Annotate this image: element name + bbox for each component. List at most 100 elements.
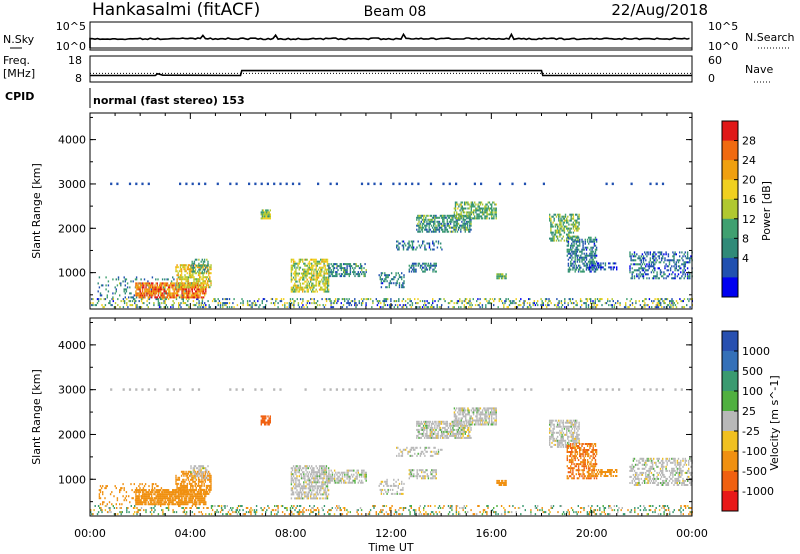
range-gate-cell (202, 288, 205, 291)
range-gate-cell (660, 271, 663, 274)
range-gate-cell (592, 240, 594, 243)
range-gate-cell (122, 280, 124, 283)
range-gate-cell (560, 221, 562, 224)
range-gate-cell (295, 272, 297, 275)
range-gate-cell (417, 216, 419, 219)
range-gate-cell (446, 220, 448, 223)
range-gate-cell (463, 211, 466, 214)
range-gate-cell (451, 505, 453, 507)
range-gate-cell (444, 300, 446, 303)
range-gate-cell (591, 264, 593, 267)
range-gate-cell (302, 288, 304, 291)
range-gate-cell (688, 277, 690, 280)
range-gate-cell (655, 182, 658, 186)
range-gate-cell (533, 302, 535, 305)
range-gate-cell (123, 489, 125, 492)
range-gate-cell (151, 483, 154, 486)
range-gate-cell (454, 216, 456, 219)
range-gate-cell (317, 268, 320, 271)
range-gate-cell (460, 201, 462, 204)
range-gate-cell (467, 211, 469, 214)
range-gate-cell (323, 505, 326, 507)
range-gate-cell (152, 483, 155, 486)
range-gate-cell (137, 499, 139, 502)
range-gate-cell (577, 239, 579, 242)
range-gate-cell (648, 306, 651, 309)
range-gate-cell (466, 224, 469, 227)
range-gate-cell (231, 306, 233, 309)
range-gate-cell (201, 298, 204, 301)
range-gate-cell (359, 507, 362, 509)
range-gate-cell (458, 513, 460, 516)
range-gate-cell (380, 302, 382, 305)
range-gate-cell (325, 268, 328, 271)
range-gate-cell (178, 302, 180, 305)
range-gate-cell (167, 505, 170, 507)
range-gate-cell (184, 489, 187, 492)
range-gate-cell (599, 509, 601, 512)
range-gate-cell (183, 492, 185, 495)
range-gate-cell (309, 278, 312, 281)
range-gate-cell (293, 300, 295, 303)
range-gate-cell (593, 509, 595, 512)
range-gate-cell (298, 288, 300, 291)
range-gate-cell (430, 218, 433, 221)
range-gate-cell (304, 272, 306, 275)
range-gate-cell (176, 484, 178, 487)
range-gate-cell (495, 511, 497, 514)
range-gate-cell (373, 505, 375, 507)
range-gate-cell (434, 300, 436, 303)
range-gate-cell (196, 503, 198, 506)
range-gate-cell (95, 304, 97, 307)
range-gate-cell (325, 298, 328, 301)
range-gate-cell (206, 264, 208, 267)
range-gate-cell (575, 304, 577, 307)
range-gate-cell (653, 275, 655, 278)
range-gate-cell (437, 507, 440, 509)
range-gate-cell (444, 224, 446, 227)
range-gate-cell (313, 509, 315, 512)
range-gate-cell (430, 220, 433, 223)
range-gate-cell (685, 257, 688, 260)
range-gate-cell (572, 215, 575, 218)
range-gate-cell (586, 238, 589, 241)
range-gate-cell (184, 296, 187, 299)
range-gate-cell (679, 277, 681, 280)
range-gate-cell (241, 298, 243, 301)
range-gate-cell (199, 497, 201, 500)
range-gate-cell (573, 225, 576, 228)
range-gate-cell (204, 503, 206, 506)
range-gate-cell (470, 224, 472, 227)
range-gate-cell (410, 306, 412, 309)
range-gate-cell (647, 513, 649, 516)
range-gate-cell (593, 266, 595, 269)
range-gate-cell (363, 298, 365, 301)
range-gate-cell (314, 258, 316, 261)
range-gate-cell (462, 211, 465, 214)
range-gate-cell (573, 252, 575, 255)
range-gate-cell (106, 296, 108, 299)
range-gate-cell (205, 286, 208, 289)
range-gate-cell (303, 276, 305, 279)
range-gate-cell (411, 264, 414, 267)
range-gate-cell (453, 220, 455, 223)
range-gate-cell (161, 302, 163, 305)
range-gate-cell (430, 266, 432, 269)
range-gate-cell (680, 507, 682, 509)
range-gate-cell (231, 509, 233, 512)
range-gate-cell (532, 304, 534, 307)
range-gate-cell (595, 246, 598, 249)
range-gate-cell (175, 478, 177, 481)
range-gate-cell (649, 251, 651, 254)
range-gate-cell (177, 478, 179, 481)
range-gate-cell (135, 489, 137, 492)
range-gate-cell (594, 264, 597, 267)
range-gate-cell (149, 491, 152, 494)
range-gate-cell (487, 205, 489, 208)
range-gate-cell (360, 182, 364, 186)
range-gate-cell (200, 264, 202, 267)
range-gate-cell (469, 217, 471, 220)
range-gate-cell (567, 302, 569, 305)
range-gate-cell (134, 300, 136, 303)
range-gate-cell (422, 214, 425, 217)
